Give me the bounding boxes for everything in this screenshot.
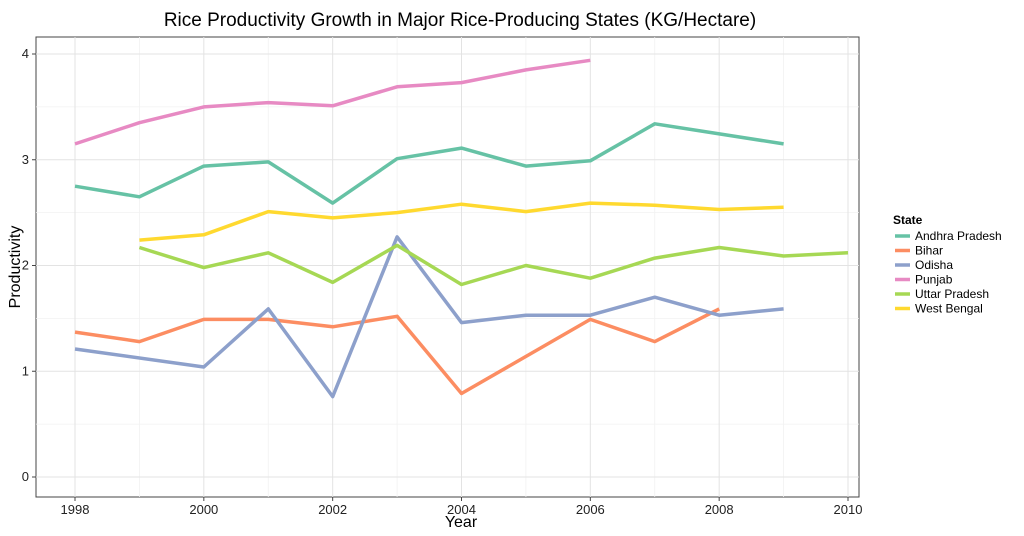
x-tick-label: 1998 (61, 502, 90, 517)
legend-label-andhra-pradesh: Andhra Pradesh (915, 229, 1002, 243)
legend-label-west-bengal: West Bengal (915, 302, 983, 316)
series-line-odisha (74, 235, 784, 399)
x-tick-label: 2008 (705, 502, 734, 517)
series-line-bihar (74, 307, 720, 396)
y-axis-title: Productivity (7, 226, 24, 309)
y-tick-label: 0 (22, 469, 29, 484)
chart-title: Rice Productivity Growth in Major Rice-P… (164, 10, 756, 31)
x-axis-title: Year (445, 514, 478, 531)
x-axis: 1998 2000 2002 2004 2006 2008 2010 (61, 497, 863, 517)
gridlines (36, 37, 859, 497)
y-tick-label: 3 (22, 152, 29, 167)
plot-panel (35, 36, 860, 498)
legend-label-punjab: Punjab (915, 273, 953, 287)
series-line-west-bengal (139, 201, 784, 242)
legend-label-bihar: Bihar (915, 244, 943, 258)
y-axis: 0 1 2 3 4 (22, 46, 36, 484)
y-tick-label: 1 (22, 363, 29, 378)
y-tick-label: 4 (22, 46, 29, 61)
x-tick-label: 2006 (576, 502, 605, 517)
series-line-uttar-pradesh (138, 243, 849, 287)
x-tick-label: 2002 (318, 502, 347, 517)
series-lines (74, 58, 849, 399)
legend-label-odisha: Odisha (915, 258, 953, 272)
x-tick-label: 2004 (447, 502, 476, 517)
legend-title: State (893, 213, 923, 227)
series-line-punjab (74, 58, 591, 146)
y-tick-label: 2 (22, 258, 29, 273)
legend-label-uttar-pradesh: Uttar Pradesh (915, 287, 989, 301)
legend: State Andhra PradeshBiharOdishaPunjabUtt… (893, 213, 1002, 316)
x-tick-label: 2010 (834, 502, 863, 517)
x-tick-label: 2000 (189, 502, 218, 517)
series-line-andhra-pradesh (74, 122, 784, 205)
